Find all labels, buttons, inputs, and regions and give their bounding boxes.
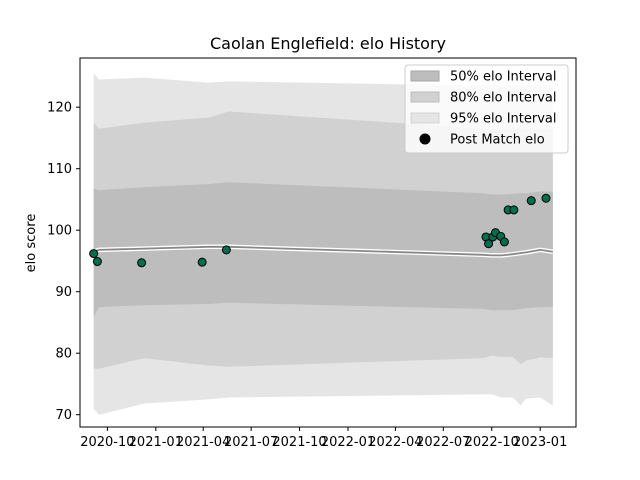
- legend-label: 95% elo Interval: [450, 112, 557, 127]
- legend-label: 50% elo Interval: [450, 70, 557, 85]
- x-tick-label: 2021-04: [176, 435, 230, 450]
- x-tick-label: 2021-01: [129, 435, 183, 450]
- post-match-point: [509, 205, 519, 215]
- post-match-point: [221, 245, 231, 255]
- y-tick-label: 120: [47, 101, 72, 116]
- legend-box: [404, 64, 569, 154]
- x-tick-label: 2022-07: [416, 435, 470, 450]
- legend-swatch-band95: [410, 112, 440, 124]
- x-tick-label: 2020-10: [80, 435, 134, 450]
- post-match-point: [484, 239, 494, 249]
- x-tick-label: 2022-10: [465, 435, 519, 450]
- x-tick-label: 2023-01: [513, 435, 567, 450]
- y-tick-label: 110: [47, 162, 72, 177]
- y-tick-label: 90: [55, 285, 72, 300]
- legend-label: Post Match elo: [450, 133, 545, 148]
- legend-swatch-band50: [410, 70, 440, 82]
- legend-label: 80% elo Interval: [450, 91, 557, 106]
- axes-frame: [79, 57, 577, 428]
- legend-swatch-band80: [410, 91, 440, 103]
- x-tick-label: 2022-01: [321, 435, 375, 450]
- y-tick-label: 70: [55, 408, 72, 423]
- plot-area: [89, 73, 554, 415]
- mean-line: [93, 245, 553, 257]
- y-axis-label: elo score: [24, 214, 39, 273]
- y-tick-label: 80: [55, 347, 72, 362]
- y-axis: 70 80 90 100 110 120: [47, 101, 80, 423]
- post-match-point: [499, 237, 509, 247]
- x-tick-label: 2021-07: [224, 435, 278, 450]
- x-tick-label: 2022-04: [368, 435, 422, 450]
- x-axis: 2020-102021-012021-042021-072021-102022-…: [80, 427, 567, 450]
- legend-marker-swatch: [419, 133, 431, 145]
- post-match-point: [89, 249, 99, 259]
- interval-bands: [93, 73, 553, 415]
- post-match-point: [526, 196, 536, 206]
- legend: 50% elo Interval 80% elo Interval 95% elo …: [404, 64, 569, 154]
- x-tick-label: 2021-10: [272, 435, 326, 450]
- post-match-point: [197, 257, 207, 267]
- post-match-points: [89, 193, 551, 268]
- post-match-point: [137, 258, 147, 268]
- y-tick-label: 100: [47, 224, 72, 239]
- post-match-point: [92, 257, 102, 267]
- chart-title: Caolan Englefield: elo History: [210, 34, 446, 53]
- post-match-point: [541, 193, 551, 203]
- mean-elo-line: [92, 244, 554, 258]
